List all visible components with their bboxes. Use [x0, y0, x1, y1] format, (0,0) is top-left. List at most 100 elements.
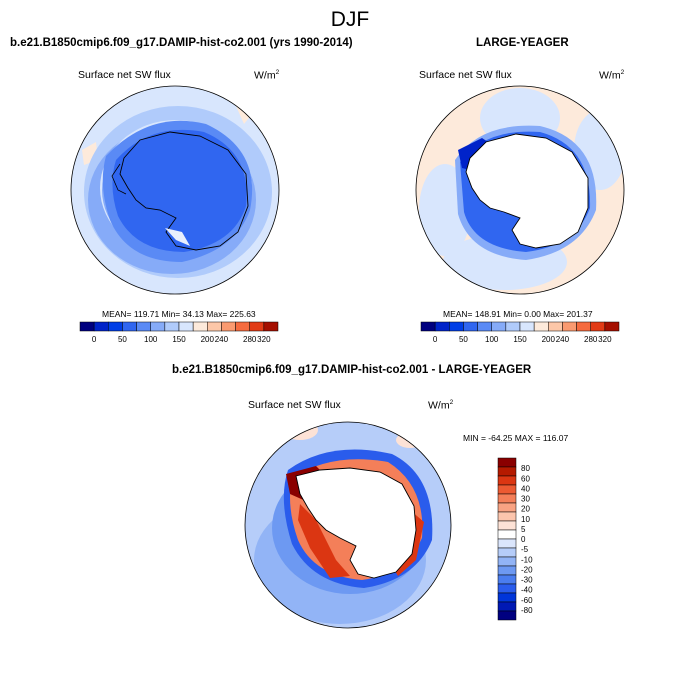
cbar3-tick-label: 80 — [521, 464, 530, 473]
panel2-variable: Surface net SW flux — [419, 69, 512, 81]
cbar1-tick-label: 100 — [144, 335, 158, 344]
cbar3-tick-label: 40 — [521, 484, 530, 493]
cbar2-tick-label: 100 — [485, 335, 499, 344]
cbar1-swatch — [235, 321, 250, 332]
cbar1-tick-label: 200 — [201, 335, 215, 344]
panel1-map — [71, 86, 279, 294]
panel1-border — [70, 85, 280, 295]
panel1-antarctica — [112, 129, 247, 252]
cbar1-swatch — [79, 321, 95, 332]
cbar3-tick-label: -20 — [521, 565, 533, 574]
cbar3-swatch — [497, 466, 517, 477]
cbar1-swatch — [164, 321, 180, 332]
panel1-peninsula — [111, 163, 127, 195]
cbar3-tick-label: -10 — [521, 555, 533, 564]
cbar3-swatch — [497, 502, 517, 513]
cbar3-swatch — [497, 457, 517, 468]
cbar3-swatch — [497, 592, 517, 603]
cbar2-swatch — [562, 321, 577, 332]
panel3-stats: MIN = -64.25 MAX = 116.07 — [463, 433, 569, 443]
cbar2-tick-label: 320 — [598, 335, 612, 344]
panel2-map — [416, 86, 624, 294]
cbar3-swatch — [497, 583, 517, 594]
cbar3-tick-label: -80 — [521, 606, 533, 615]
panel2-stats: MEAN= 148.91 Min= 0.00 Max= 201.37 — [443, 309, 593, 319]
cbar1-tick-label: 0 — [92, 335, 97, 344]
cbar2-swatch — [449, 321, 464, 332]
cbar1-swatch — [122, 321, 137, 332]
panel3-variable: Surface net SW flux — [248, 399, 341, 411]
cbar1-swatch — [93, 321, 109, 332]
panel2-colorbar: 0 50 100 150 200 240 280 320 — [420, 321, 620, 344]
cbar1-swatch — [108, 321, 123, 332]
cbar2-swatch — [548, 321, 563, 332]
panel1-patch-b — [236, 106, 252, 124]
panel2-antarctica — [465, 133, 589, 249]
cbar2-swatch — [590, 321, 606, 332]
cbar1-tick-label: 240 — [215, 335, 229, 344]
cbar3-tick-label: 30 — [521, 495, 530, 504]
cbar3-swatch — [497, 484, 517, 495]
cbar3-swatch — [497, 556, 517, 567]
cbar3-swatch — [497, 493, 517, 504]
cbar2-tick-label: 200 — [542, 335, 556, 344]
cbar1-swatch — [178, 321, 194, 332]
cbar1-tick-label: 150 — [172, 335, 186, 344]
cbar2-swatch — [533, 321, 549, 332]
cbar2-swatch — [576, 321, 591, 332]
cbar3-swatch — [497, 547, 517, 558]
cbar1-swatch — [150, 321, 166, 332]
cbar3-tick-label: -60 — [521, 596, 533, 605]
season-title: DJF — [330, 8, 370, 31]
cbar2-tick-label: 0 — [433, 335, 438, 344]
cbar3-swatch — [497, 520, 517, 531]
cbar1-swatch — [249, 321, 265, 332]
panel3-antarctica — [295, 467, 417, 579]
cbar1-swatch — [221, 321, 236, 332]
cbar2-swatch — [491, 321, 507, 332]
cbar3-tick-label: 5 — [521, 525, 526, 534]
cbar3-swatch — [497, 529, 517, 540]
cbar2-tick-label: 240 — [556, 335, 570, 344]
cbar3-swatch — [497, 538, 517, 549]
cbar2-swatch — [463, 321, 478, 332]
cbar2-swatch — [420, 321, 436, 332]
obs-title: LARGE-YEAGER — [476, 37, 569, 49]
cbar2-swatch — [505, 321, 521, 332]
panel1-variable: Surface net SW flux — [78, 69, 171, 81]
panel1-ross-shelf — [165, 228, 190, 246]
cbar3-swatch — [497, 601, 517, 612]
panel1-colorbar: 0 50 100 150 200 240 280 320 — [79, 321, 279, 344]
panel3-patch-nw — [282, 422, 318, 440]
cbar2-tick-label: 50 — [459, 335, 468, 344]
cbar2-tick-label: 280 — [584, 335, 598, 344]
panel3-patch-ne — [396, 432, 424, 448]
panel2-units: W/m2 — [599, 69, 625, 82]
cbar2-swatch — [604, 321, 620, 332]
panel1-units: W/m2 — [254, 69, 280, 82]
cbar1-swatch — [207, 321, 222, 332]
cbar1-swatch — [192, 321, 208, 332]
cbar3-swatch — [497, 511, 517, 522]
cbar3-tick-label: -40 — [521, 586, 533, 595]
panel2-border — [415, 85, 625, 295]
cbar3-tick-label: -30 — [521, 576, 533, 585]
panel1-stats: MEAN= 119.71 Min= 34.13 Max= 225.63 — [102, 309, 256, 319]
cbar3-swatch — [497, 475, 517, 486]
cbar3-tick-label: 0 — [521, 535, 526, 544]
case-title: b.e21.B1850cmip6.f09_g17.DAMIP-hist-co2.… — [10, 37, 353, 49]
cbar2-swatch — [477, 321, 492, 332]
cbar1-tick-label: 50 — [118, 335, 127, 344]
cbar3-tick-label: 10 — [521, 515, 530, 524]
cbar3-swatch — [497, 610, 517, 621]
panel3-map — [245, 422, 451, 628]
cbar1-swatch — [136, 321, 151, 332]
cbar1-tick-label: 280 — [243, 335, 257, 344]
cbar3-tick-label: 60 — [521, 474, 530, 483]
panel3-units: W/m2 — [428, 399, 454, 412]
cbar1-tick-label: 320 — [257, 335, 271, 344]
cbar3-tick-label: 20 — [521, 505, 530, 514]
panel3-red-west — [298, 504, 350, 578]
